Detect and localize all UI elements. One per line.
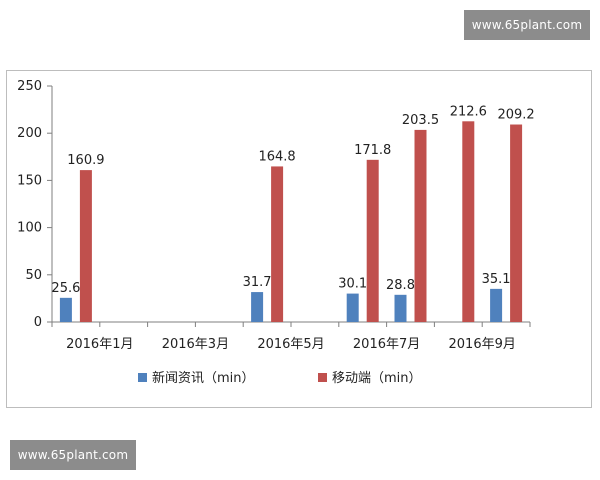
bar-mobile: [414, 129, 427, 322]
legend-mobile-label: 移动端（min）: [332, 371, 422, 386]
y-tick-label: 100: [17, 221, 42, 236]
bar-news: [346, 293, 359, 322]
watermark-top-text: www.65plant.com: [471, 18, 583, 32]
bar-news: [394, 294, 407, 322]
bar-news: [59, 297, 72, 322]
bar-mobile: [79, 170, 92, 322]
data-label: 31.7: [243, 275, 272, 290]
legend-mobile-swatch: [318, 373, 327, 382]
y-tick-label: 200: [17, 126, 42, 141]
data-label: 212.6: [450, 104, 487, 119]
data-label: 30.1: [338, 277, 367, 292]
x-tick-label: 2016年5月: [257, 337, 324, 352]
bar-mobile: [271, 166, 284, 322]
bar-mobile: [510, 124, 523, 322]
watermark-bottom: www.65plant.com: [10, 440, 136, 470]
data-label: 160.9: [67, 153, 104, 168]
x-tick-label: 2016年1月: [66, 337, 133, 352]
x-tick-label: 2016年3月: [162, 337, 229, 352]
y-tick-label: 250: [17, 79, 42, 94]
x-tick-label: 2016年9月: [449, 337, 516, 352]
data-label: 171.8: [354, 143, 391, 158]
legend-news-label: 新闻资讯（min）: [152, 370, 255, 386]
data-label: 203.5: [402, 113, 439, 128]
watermark-top: www.65plant.com: [464, 10, 590, 40]
legend-news-swatch: [138, 373, 147, 382]
bar-news: [490, 288, 503, 322]
chart-frame: [6, 70, 592, 408]
x-tick-label: 2016年7月: [353, 337, 420, 352]
bar-news: [251, 292, 264, 322]
y-tick-label: 150: [17, 173, 42, 188]
data-label: 209.2: [497, 108, 534, 123]
bar-mobile: [366, 159, 379, 322]
y-tick-label: 0: [34, 315, 42, 330]
data-label: 164.8: [258, 149, 295, 164]
data-label: 35.1: [482, 272, 511, 287]
data-label: 25.6: [51, 281, 80, 296]
bar-mobile: [462, 121, 475, 322]
watermark-bottom-text: www.65plant.com: [17, 448, 129, 462]
data-label: 28.8: [386, 278, 415, 293]
y-tick-label: 50: [25, 268, 42, 283]
